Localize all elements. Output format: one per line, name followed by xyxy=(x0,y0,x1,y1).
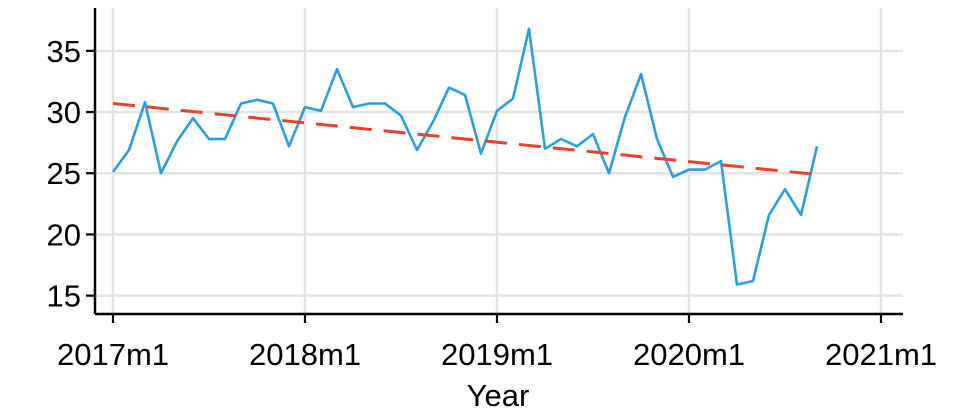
x-tick-label: 2019m1 xyxy=(441,337,553,372)
y-tick-label: 15 xyxy=(47,279,81,314)
trend-line xyxy=(112,102,818,176)
axes xyxy=(86,8,903,323)
series-layer xyxy=(111,27,819,286)
y-tick-label: 35 xyxy=(47,34,81,69)
y-tick-label: 25 xyxy=(47,156,81,191)
tick-labels: 2017m1 2018m1 2019m1 2020m1 2021m1 15 20 25 30 35 xyxy=(47,34,938,372)
y-tick-label: 20 xyxy=(47,217,81,252)
x-tick-label: 2020m1 xyxy=(633,337,745,372)
x-tick-label: 2018m1 xyxy=(249,337,361,372)
x-tick-label: 2017m1 xyxy=(57,337,169,372)
grid xyxy=(95,8,903,314)
y-tick-label: 30 xyxy=(47,95,81,130)
x-tick-label: 2021m1 xyxy=(825,337,937,372)
data-line xyxy=(111,27,819,286)
x-axis-title: Year xyxy=(467,378,530,413)
